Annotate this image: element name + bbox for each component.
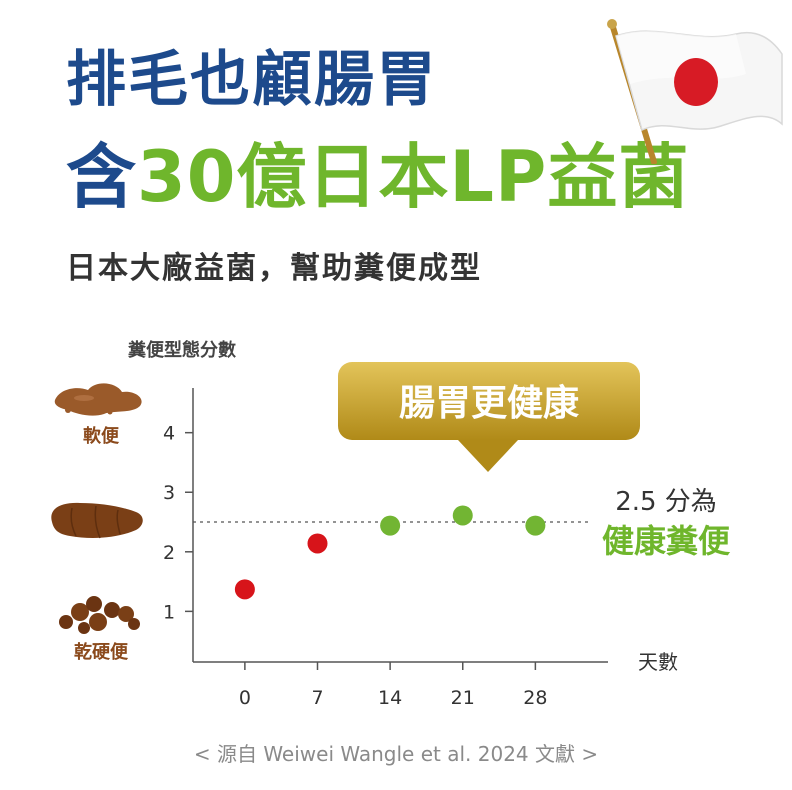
headline-line-2: 含30億日本LP益菌 [66,142,689,212]
stool-score-chart: 糞便型態分數 1 2 3 4 0 7 14 21 28 天數 腸胃更健康 2.5 分為 健康糞… [51,339,731,709]
subtitle: 日本大廠益菌，幫助糞便成型 [66,251,482,286]
x-axis-label: 天數 [638,650,678,674]
y-tick-label: 3 [163,482,175,504]
x-tick-label: 28 [523,687,547,709]
japan-flag-icon [607,19,783,164]
hard-stool-label: 乾硬便 [74,641,129,663]
y-tick-label: 1 [163,601,175,623]
soft-stool-label: 軟便 [83,425,120,447]
data-point [525,515,546,536]
headline-prefix: 含 [66,136,137,218]
data-point [307,533,328,554]
x-tick-label: 7 [311,687,323,709]
threshold-annotation: 2.5 分為 [615,487,717,517]
headline-highlight: 30億日本LP益菌 [137,136,690,218]
healthy-stool-annotation: 健康糞便 [602,522,731,560]
soft-stool-icon [54,383,142,416]
x-tick-label: 0 [239,687,251,709]
normal-stool-icon [51,502,143,539]
y-tick-label: 4 [163,423,175,445]
data-point [380,515,401,536]
hard-stool-icon [59,596,140,634]
x-tick-label: 14 [378,687,402,709]
citation: < 源自 Weiwei Wangle et al. 2024 文獻 > [193,742,599,766]
headline-line-1: 排毛也顧腸胃 [66,45,438,115]
data-point [234,579,255,600]
y-axis-label: 糞便型態分數 [127,339,236,361]
y-tick-label: 2 [163,542,175,564]
x-tick-label: 21 [451,687,475,709]
badge-text: 腸胃更健康 [399,382,579,424]
healthy-gut-badge: 腸胃更健康 [338,362,640,472]
data-point [452,505,473,526]
